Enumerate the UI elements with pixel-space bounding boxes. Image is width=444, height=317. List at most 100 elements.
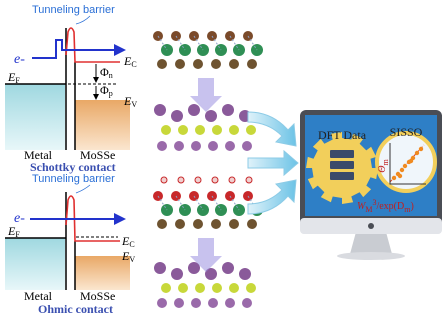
subscript: p: [109, 89, 113, 98]
atom: [208, 298, 218, 308]
atom: [157, 141, 167, 151]
atom: [193, 59, 203, 69]
conduction-label: EC: [121, 234, 135, 249]
atom: [246, 125, 256, 135]
atom: [157, 298, 167, 308]
semiconductor-band: [75, 100, 130, 150]
atom: [161, 283, 171, 293]
subscript: C: [131, 60, 136, 69]
atom: [171, 268, 183, 280]
atom: [175, 219, 185, 229]
rest: /exp(D: [376, 201, 404, 212]
pointer: [76, 185, 90, 193]
subscript: m: [381, 159, 390, 166]
atom: [229, 283, 239, 293]
w-sub: M: [365, 205, 372, 214]
stand: [350, 232, 392, 254]
atom: [225, 141, 235, 151]
atom: [229, 177, 235, 183]
ohmic-diagram: Tunneling barrier e- EF EC EV Metal MoSS…: [5, 173, 135, 316]
atom: [212, 125, 222, 135]
atom: [229, 59, 239, 69]
atom: [188, 104, 200, 116]
flow-arrows: [248, 112, 298, 214]
atom: [212, 177, 218, 183]
atom: [212, 283, 222, 293]
valence-label: EV: [123, 94, 137, 109]
symbol: Φ: [100, 65, 109, 79]
atom: [178, 177, 184, 183]
subscript: C: [129, 240, 134, 249]
fermi-label: EF: [7, 70, 20, 85]
schottky-diagram: Tunneling barrier e- EF EC EV Φn Φp Meta…: [5, 4, 137, 174]
server: [330, 150, 354, 158]
pointer: [76, 16, 90, 24]
dot: [415, 151, 419, 155]
crystal-structures: [153, 31, 263, 308]
electron-label: e-: [14, 211, 25, 226]
atom: [211, 59, 221, 69]
dot: [392, 176, 396, 180]
atom: [247, 59, 257, 69]
server: [330, 161, 354, 169]
atom: [222, 262, 234, 274]
figure: Tunneling barrier e- EF EC EV Φn Φp Meta…: [0, 0, 444, 317]
monitor: DFT Data SISSO Θm WM3/exp(Dm): [300, 110, 442, 260]
base: [337, 252, 405, 260]
atom: [247, 219, 257, 229]
phi-p-label: Φp: [100, 83, 113, 98]
arrow: [248, 151, 298, 175]
subscript: V: [129, 255, 135, 264]
atom: [195, 177, 201, 183]
atom: [161, 177, 167, 183]
dot: [396, 172, 400, 176]
metal-band: [5, 84, 65, 150]
dot: [419, 147, 423, 151]
atom: [178, 125, 188, 135]
data-label: DFT Data: [318, 128, 367, 142]
close: ): [410, 201, 413, 212]
atom: [175, 59, 185, 69]
atom: [195, 125, 205, 135]
atom: [239, 268, 251, 280]
atom: [208, 141, 218, 151]
atom: [229, 125, 239, 135]
button: [368, 223, 374, 229]
atom: [157, 59, 167, 69]
atom: [225, 298, 235, 308]
barrier-label: Tunneling barrier: [32, 4, 115, 16]
dot: [407, 160, 411, 164]
server: [330, 172, 354, 180]
atom: [222, 104, 234, 116]
dot: [400, 168, 404, 172]
atom: [171, 110, 183, 122]
subscript: F: [15, 76, 20, 85]
metal-band: [5, 238, 65, 290]
subscript: V: [131, 100, 137, 109]
method-label: SISSO: [390, 125, 423, 139]
atom: [191, 298, 201, 308]
atom: [161, 125, 171, 135]
electron-label: e-: [14, 52, 25, 67]
atom: [191, 141, 201, 151]
atom: [157, 219, 167, 229]
barrier-label: Tunneling barrier: [32, 173, 115, 185]
atom: [229, 219, 239, 229]
atom: [242, 141, 252, 151]
caption: Ohmic contact: [38, 302, 113, 316]
atom: [154, 104, 166, 116]
phi-n-label: Φn: [100, 65, 113, 80]
conduction-label: EC: [123, 54, 137, 69]
atom: [154, 262, 166, 274]
atom: [246, 177, 252, 183]
atom: [178, 283, 188, 293]
symbol: Θ: [377, 166, 388, 173]
atom: [211, 219, 221, 229]
atom: [193, 219, 203, 229]
atom: [205, 110, 217, 122]
barrier: [66, 28, 120, 62]
atom: [246, 283, 256, 293]
subscript: F: [15, 230, 20, 239]
metal-label: Metal: [24, 289, 53, 303]
subscript: n: [109, 71, 113, 80]
